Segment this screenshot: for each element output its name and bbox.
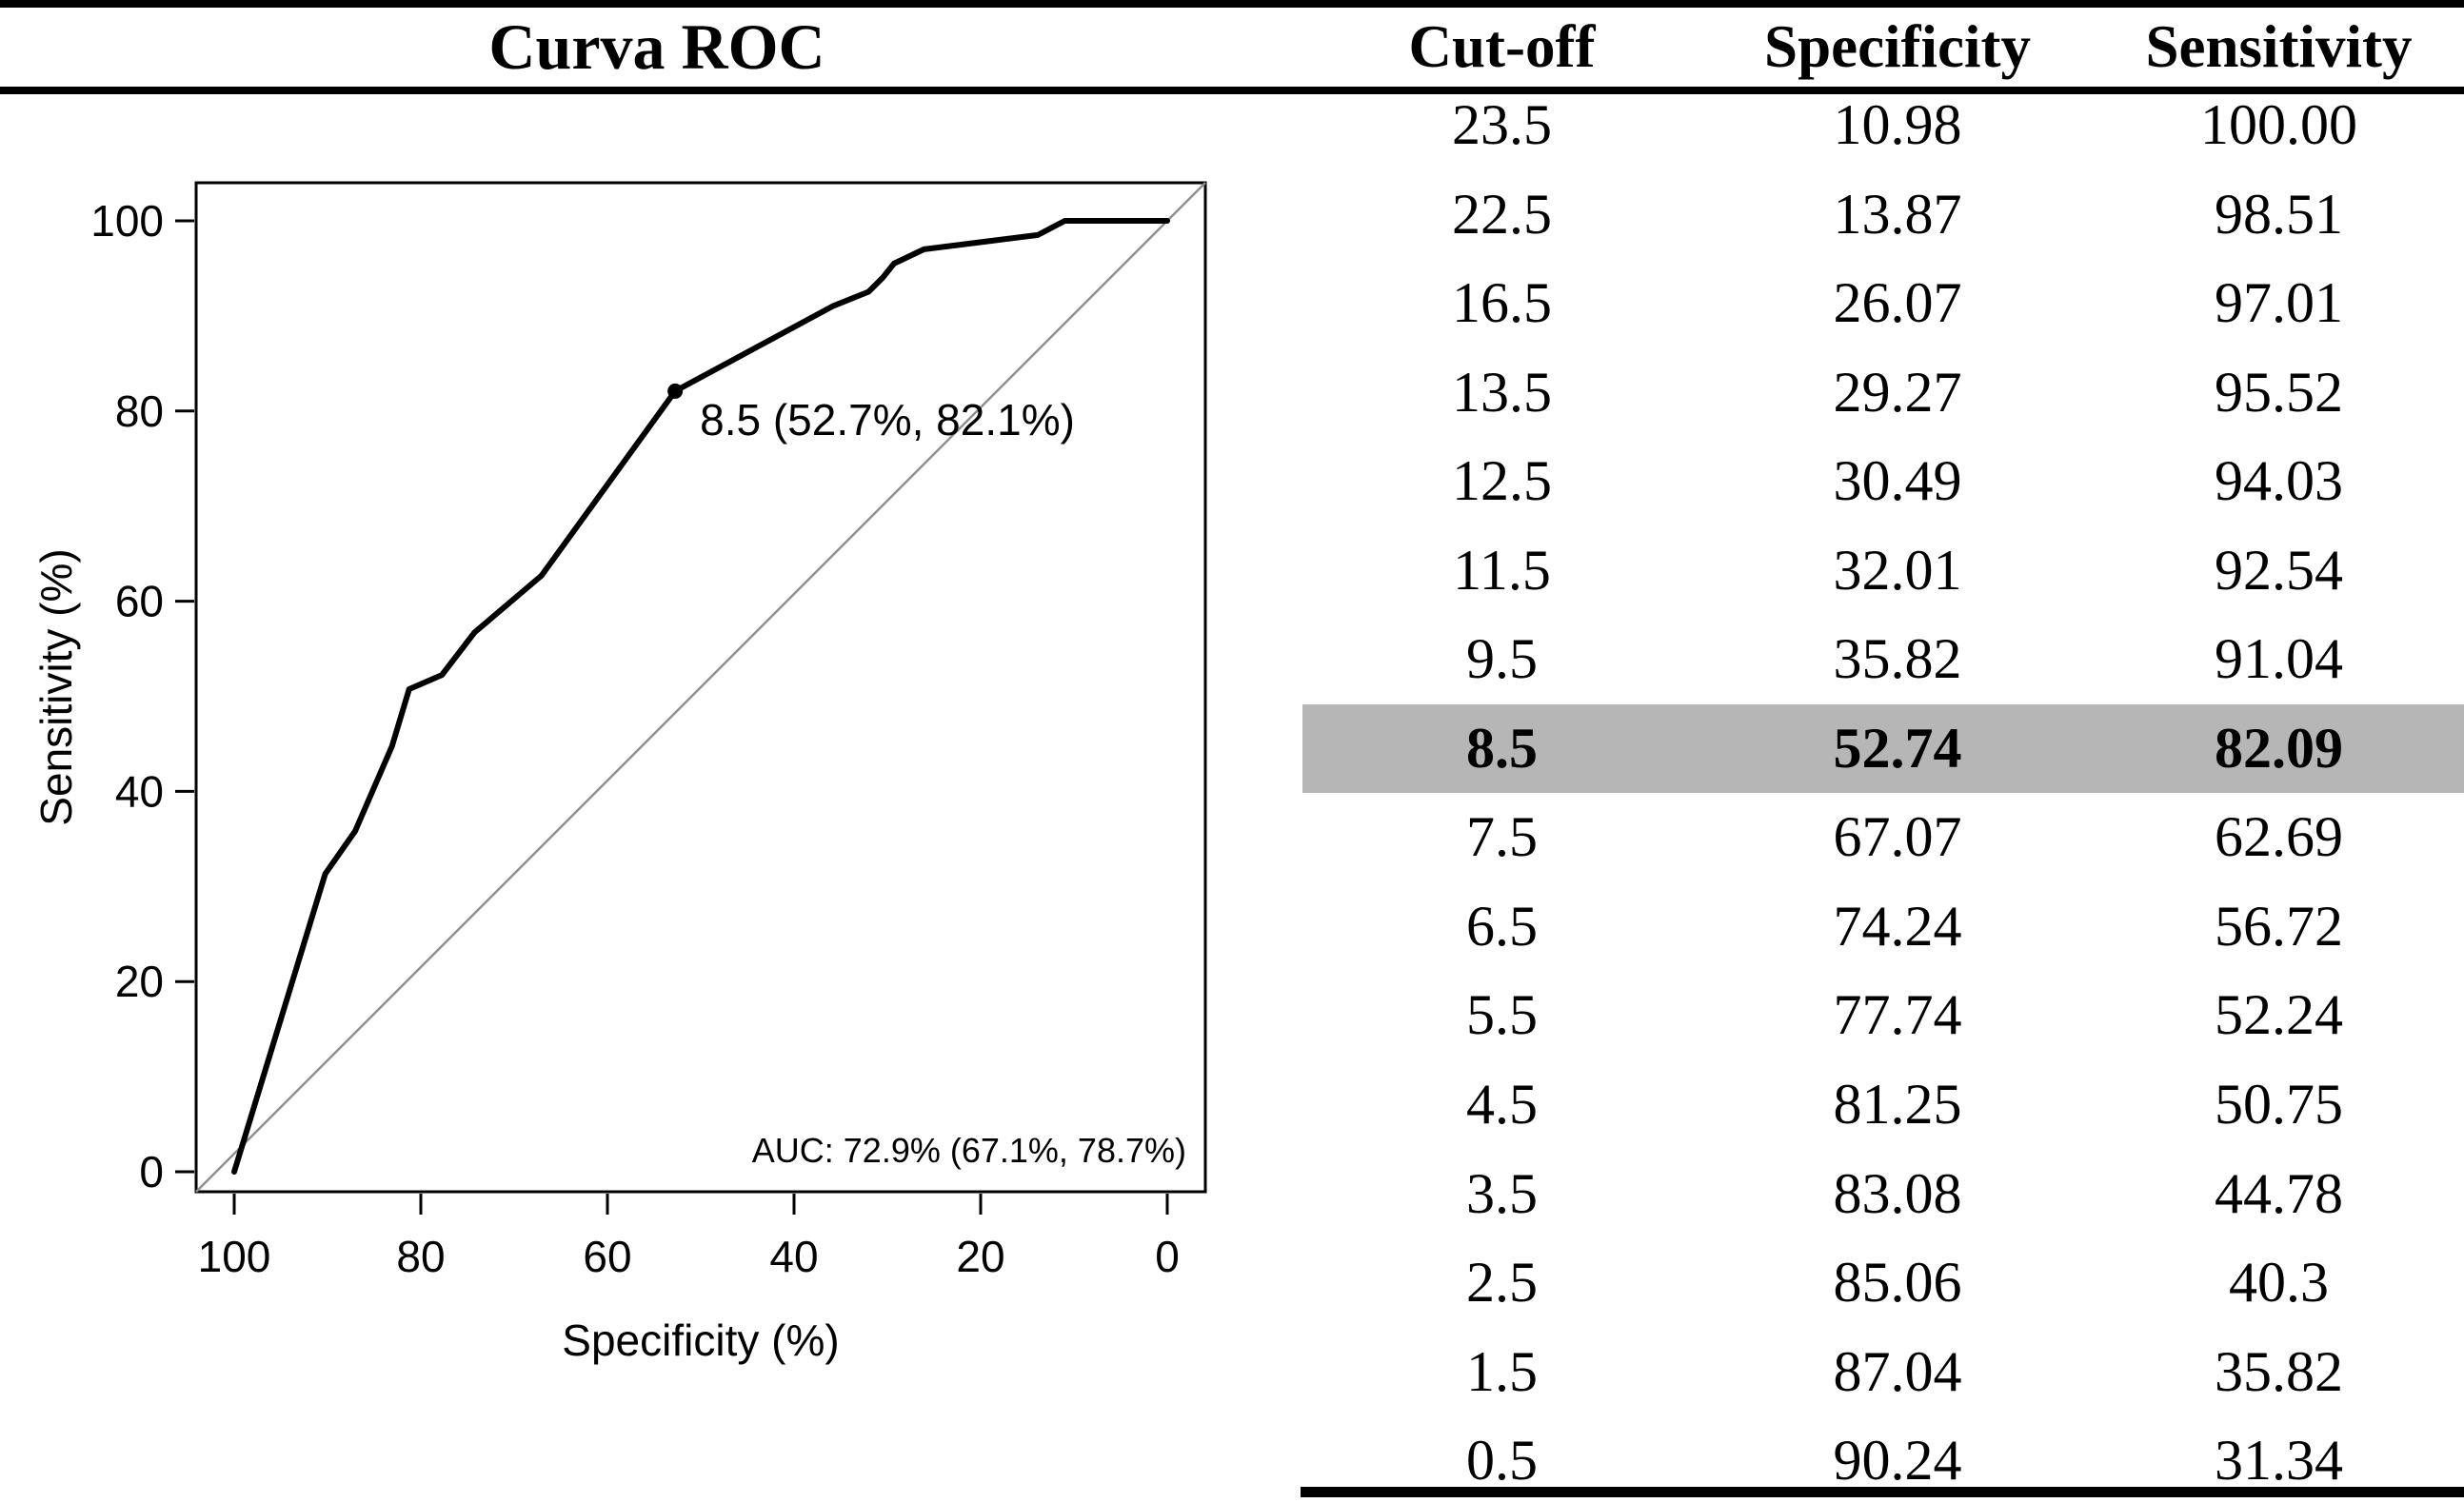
y-axis-ticks: 0 20 40 60 80 100: [90, 196, 194, 1196]
cell-sensitivity: 40.3: [2229, 1251, 2329, 1315]
cell-specificity: 67.07: [1833, 805, 1962, 869]
cell-cutoff: 7.5: [1466, 805, 1538, 869]
bottom-border-rule: [1301, 1487, 2464, 1497]
x-tick-label: 20: [956, 1232, 1004, 1281]
cell-specificity: 29.27: [1833, 360, 1962, 424]
cell-sensitivity: 52.24: [2215, 983, 2343, 1047]
table-row: 5.5 77.74 52.24: [1302, 971, 2464, 1060]
x-axis-title: Specificity (%): [562, 1315, 839, 1365]
table-row: 6.5 74.24 56.72: [1302, 882, 2464, 972]
cell-cutoff: 3.5: [1466, 1161, 1538, 1225]
cell-sensitivity: 94.03: [2215, 449, 2343, 513]
chance-diagonal-line: [195, 182, 1206, 1193]
header-separator-rule: [0, 87, 2464, 94]
table-row: 11.5 32.01 92.54: [1302, 526, 2464, 616]
cell-sensitivity: 31.34: [2215, 1429, 2343, 1493]
cell-cutoff: 4.5: [1466, 1073, 1538, 1137]
cell-sensitivity: 44.78: [2215, 1161, 2343, 1225]
cell-sensitivity: 100.00: [2200, 93, 2357, 156]
cell-sensitivity: 82.09: [2215, 716, 2343, 780]
cell-cutoff: 8.5: [1466, 716, 1538, 780]
cell-cutoff: 5.5: [1466, 983, 1538, 1047]
table-row: 3.5 83.08 44.78: [1302, 1150, 2464, 1239]
table-row-highlighted: 8.5 52.74 82.09: [1302, 703, 2464, 794]
cutoff-annotation-label: 8.5 (52.7%, 82.1%): [700, 395, 1075, 445]
cell-sensitivity: 91.04: [2215, 627, 2343, 691]
table-header-row: Cut-off Specificity Sensitivity: [1302, 8, 2464, 87]
column-header-sensitivity: Sensitivity: [2145, 13, 2413, 80]
y-tick-label: 40: [115, 766, 164, 816]
cell-cutoff: 12.5: [1452, 449, 1552, 513]
y-tick-label: 100: [90, 196, 164, 246]
y-tick-label: 20: [115, 957, 164, 1006]
column-header-specificity: Specificity: [1764, 13, 2031, 80]
y-tick-label: 80: [115, 386, 164, 436]
plot-border-box: [194, 181, 1207, 1194]
cell-sensitivity: 95.52: [2215, 360, 2343, 424]
table-row: 22.5 13.87 98.51: [1302, 170, 2464, 260]
table-row: 1.5 87.04 35.82: [1302, 1328, 2464, 1417]
x-tick-label: 0: [1155, 1232, 1180, 1281]
cell-specificity: 30.49: [1833, 449, 1962, 513]
cell-sensitivity: 97.01: [2215, 271, 2343, 335]
cutoff-table-body: 23.5 10.98 100.00 22.5 13.87 98.51 16.5 26.07 97…: [1302, 81, 2464, 1503]
table-row: 12.5 30.49 94.03: [1302, 437, 2464, 526]
cell-cutoff: 1.5: [1466, 1339, 1538, 1403]
table-row: 0.5 90.24 31.34: [1302, 1416, 2464, 1503]
cell-sensitivity: 56.72: [2215, 894, 2343, 958]
y-axis-title: Sensitivity (%): [31, 548, 81, 825]
chart-title: Curva ROC: [488, 10, 825, 83]
cell-sensitivity: 62.69: [2215, 805, 2343, 869]
cell-sensitivity: 50.75: [2215, 1073, 2343, 1137]
table-row: 23.5 10.98 100.00: [1302, 81, 2464, 170]
cell-cutoff: 0.5: [1466, 1429, 1538, 1493]
table-row: 4.5 81.25 50.75: [1302, 1060, 2464, 1150]
x-tick-label: 60: [583, 1232, 631, 1281]
auc-value-label: AUC: 72.9% (67.1%, 78.7%): [752, 1131, 1186, 1170]
cell-cutoff: 6.5: [1466, 894, 1538, 958]
roc-curve-plot: 100 80 60 40 20 0 0 20 40 60 80 100 8.5 (52.7%, 82…: [31, 181, 1207, 1365]
y-tick-label: 0: [139, 1147, 164, 1196]
cell-cutoff: 11.5: [1453, 538, 1551, 602]
x-tick-label: 100: [198, 1232, 271, 1281]
cell-specificity: 35.82: [1833, 627, 1962, 691]
roc-curve-line: [231, 218, 1170, 1175]
column-header-cutoff: Cut-off: [1408, 13, 1596, 80]
cell-sensitivity: 98.51: [2215, 182, 2343, 246]
cell-specificity: 74.24: [1833, 894, 1962, 958]
table-row: 16.5 26.07 97.01: [1302, 259, 2464, 348]
cell-specificity: 81.25: [1833, 1073, 1962, 1137]
table-row: 9.5 35.82 91.04: [1302, 615, 2464, 704]
cell-specificity: 77.74: [1833, 983, 1962, 1047]
top-border-rule: [0, 0, 2464, 8]
cell-specificity: 90.24: [1833, 1429, 1962, 1493]
cell-specificity: 13.87: [1833, 182, 1962, 246]
table-row: 2.5 85.06 40.3: [1302, 1238, 2464, 1328]
cell-cutoff: 13.5: [1452, 360, 1552, 424]
cell-cutoff: 23.5: [1452, 93, 1552, 156]
cell-cutoff: 2.5: [1466, 1251, 1538, 1315]
cell-sensitivity: 92.54: [2215, 538, 2343, 602]
optimal-cutoff-marker-dot: [667, 383, 684, 399]
cell-specificity: 10.98: [1833, 93, 1962, 156]
cell-specificity: 26.07: [1833, 271, 1962, 335]
x-tick-label: 80: [396, 1232, 445, 1281]
cell-specificity: 87.04: [1833, 1339, 1962, 1403]
cell-cutoff: 16.5: [1452, 271, 1552, 335]
cell-cutoff: 22.5: [1452, 182, 1552, 246]
x-axis-ticks: 100 80 60 40 20 0: [198, 1194, 1180, 1281]
cell-cutoff: 9.5: [1466, 627, 1538, 691]
cell-specificity: 83.08: [1833, 1161, 1962, 1225]
y-tick-label: 60: [115, 577, 164, 626]
cell-specificity: 32.01: [1833, 538, 1962, 602]
table-row: 13.5 29.27 95.52: [1302, 348, 2464, 438]
table-row: 7.5 67.07 62.69: [1302, 793, 2464, 882]
x-tick-label: 40: [769, 1232, 818, 1281]
cell-specificity: 52.74: [1833, 716, 1962, 780]
cell-specificity: 85.06: [1833, 1251, 1962, 1315]
cell-sensitivity: 35.82: [2215, 1339, 2343, 1403]
